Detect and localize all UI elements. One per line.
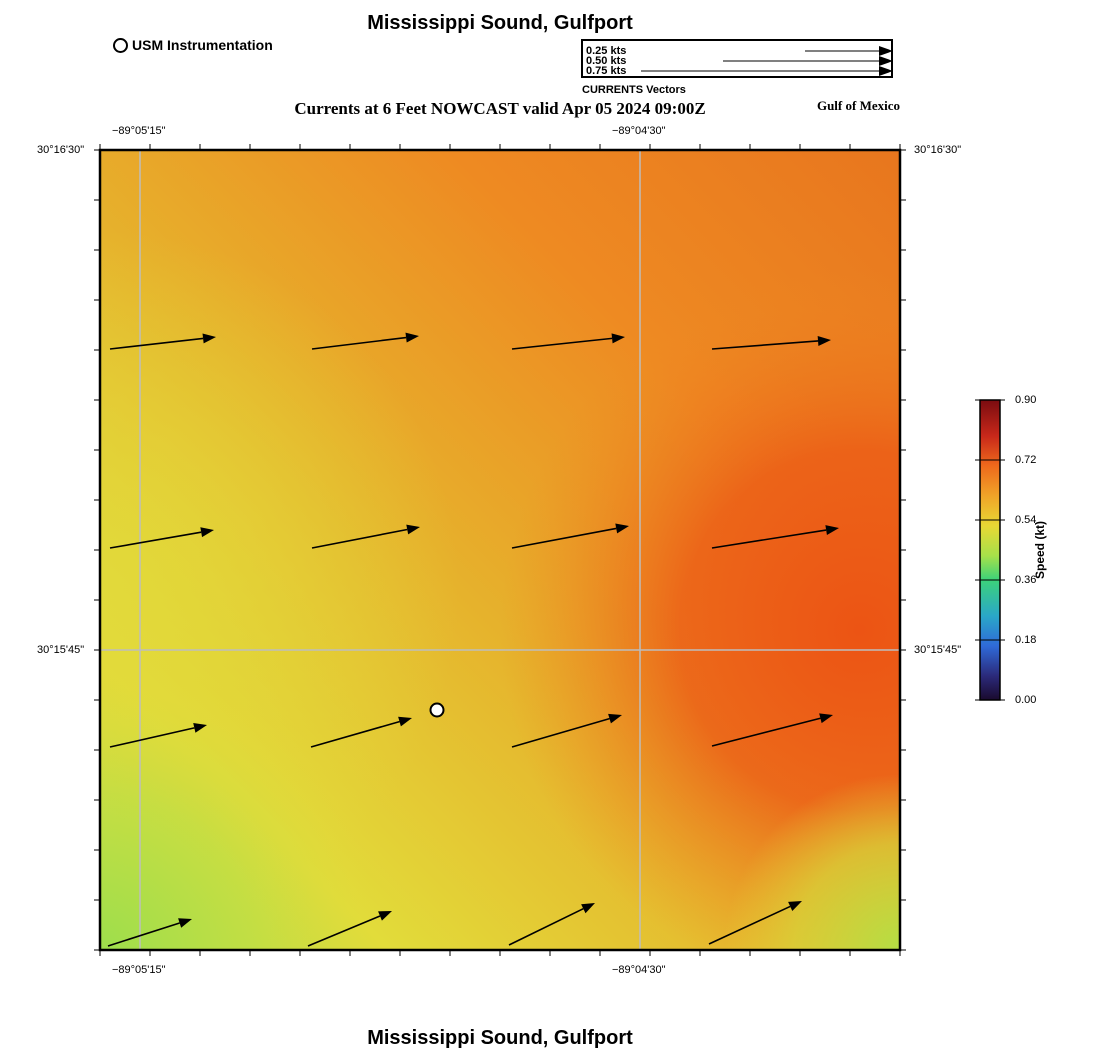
current-arrow xyxy=(109,722,207,748)
colorbar-ticks xyxy=(975,399,1005,701)
usm-station-marker xyxy=(429,702,445,718)
graticule xyxy=(100,150,900,950)
colorbar-tick-label: 0.54 xyxy=(1015,514,1037,526)
speed-field xyxy=(100,150,900,950)
current-arrow xyxy=(508,903,595,946)
lon-label-bottom-left: −89°05'15" xyxy=(112,964,166,976)
current-arrow xyxy=(708,901,802,945)
station-marker-icon xyxy=(113,37,128,53)
vector-legend-row: 0.25 kts xyxy=(586,45,627,57)
colorbar xyxy=(979,399,1001,701)
current-arrow xyxy=(310,716,412,748)
current-arrow xyxy=(511,523,629,549)
current-arrow xyxy=(109,333,216,350)
colorbar-tick-label: 0.90 xyxy=(1015,394,1037,406)
lat-label-left-top: 30°16'30" xyxy=(37,144,85,156)
current-arrow xyxy=(711,335,831,350)
lon-label-bottom-right: −89°04'30" xyxy=(612,964,666,976)
current-arrow xyxy=(307,911,392,947)
current-arrow xyxy=(311,332,419,350)
lat-label-left-mid: 30°15'45" xyxy=(37,644,85,656)
colorbar-tick-label: 0.36 xyxy=(1015,574,1037,586)
current-arrow xyxy=(711,713,833,747)
usm-legend: USM Instrumentation xyxy=(113,37,273,53)
vector-legend-arrows xyxy=(641,46,893,76)
map-subtitle: Currents at 6 Feet NOWCAST valid Apr 05 … xyxy=(294,99,706,118)
current-arrow xyxy=(511,333,625,350)
current-arrow xyxy=(311,524,420,549)
lat-label-right-top: 30°16'30" xyxy=(914,144,962,156)
colorbar-tick-label: 0.00 xyxy=(1015,694,1037,706)
current-arrow xyxy=(107,918,192,947)
map-title: Mississippi Sound, Gulfport xyxy=(367,12,633,34)
frame-ticks xyxy=(94,144,906,956)
colorbar-tick-label: 0.18 xyxy=(1015,634,1037,646)
lon-label-top-right: −89°04'30" xyxy=(612,125,666,137)
colorbar-tick-label: 0.72 xyxy=(1015,454,1037,466)
region-label: Gulf of Mexico xyxy=(816,98,900,113)
colorbar-title: Speed (kt) xyxy=(1033,520,1047,580)
usm-legend-label: USM Instrumentation xyxy=(132,37,273,53)
footer-title: Mississippi Sound, Gulfport xyxy=(367,1027,633,1049)
vector-legend-row: 0.50 kts xyxy=(586,55,627,67)
current-arrow xyxy=(109,527,214,549)
current-vectors xyxy=(107,332,839,947)
vector-legend-row: 0.75 kts xyxy=(586,65,627,77)
vector-legend-box: 0.25 kts 0.50 kts 0.75 kts xyxy=(581,39,893,78)
vector-legend-caption: CURRENTS Vectors xyxy=(582,84,686,96)
lat-label-right-mid: 30°15'45" xyxy=(914,644,962,656)
lon-label-top-left: −89°05'15" xyxy=(112,125,166,137)
current-arrow xyxy=(511,713,622,748)
current-arrow xyxy=(711,525,839,549)
